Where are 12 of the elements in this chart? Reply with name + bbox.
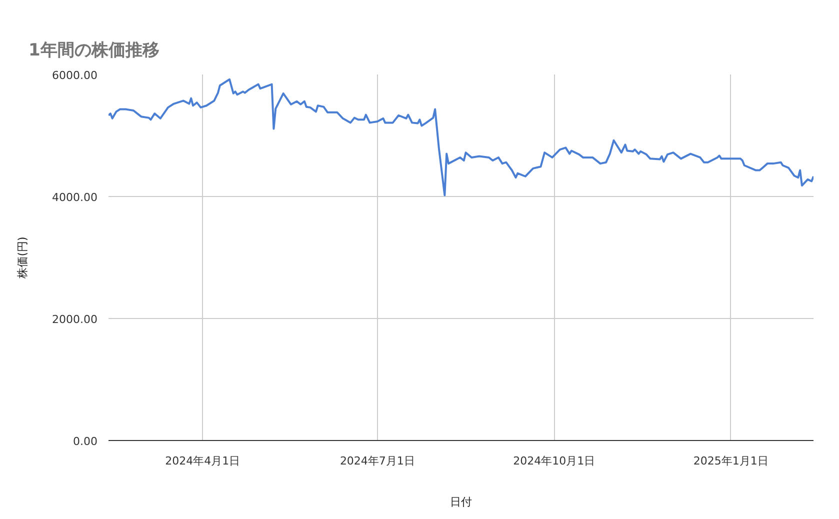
x-axis-title: 日付 bbox=[450, 496, 472, 508]
x-tick-label: 2024年10月1日 bbox=[513, 454, 596, 468]
y-tick-label: 2000.00 bbox=[52, 313, 98, 326]
y-axis-title: 株価(円) bbox=[16, 236, 30, 280]
x-tick-label: 2024年4月1日 bbox=[165, 454, 240, 468]
chart-title: 1年間の株価推移 bbox=[28, 40, 160, 60]
y-tick-label: 4000.00 bbox=[52, 191, 98, 204]
x-tick-label: 2025年1月1日 bbox=[693, 454, 768, 468]
y-tick-label: 0.00 bbox=[73, 435, 98, 448]
x-tick-label: 2024年7月1日 bbox=[340, 454, 415, 468]
y-tick-label: 6000.00 bbox=[52, 69, 98, 82]
line-series bbox=[108, 78, 814, 196]
